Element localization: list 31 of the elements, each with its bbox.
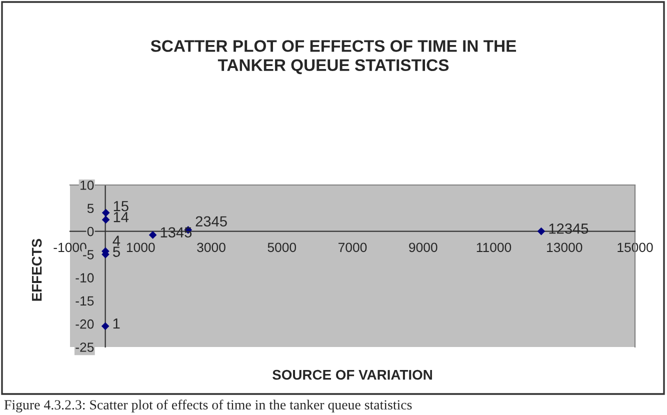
y-tick-label: -15	[76, 296, 94, 306]
annotation: 2345	[196, 216, 227, 227]
x-axis-title: SOURCE OF VARIATION	[272, 370, 432, 380]
y-tick-label: -20	[76, 319, 94, 329]
y-tick-label: 5	[87, 204, 94, 214]
caption: Figure 4.3.2.3: Scatter plot of effects of time in the tanker queue statistics	[4, 400, 412, 412]
y-tick-label: 10	[80, 180, 94, 190]
y-tick-label: -10	[76, 273, 94, 282]
y-axis-title: EFFECTS	[32, 238, 42, 301]
point	[537, 227, 546, 236]
x-tick-label: 11000	[476, 242, 512, 252]
annotation: 4	[112, 236, 120, 246]
x-tick-label: 15000	[618, 242, 653, 252]
x-tick-label: 13000	[547, 242, 582, 252]
x-tick-label: 9000	[409, 242, 438, 252]
annotation: 14	[114, 212, 129, 222]
x-tick-label: 3000	[197, 242, 226, 252]
point	[102, 216, 110, 224]
point	[102, 208, 110, 217]
x-tick-label: 5000	[268, 242, 296, 252]
x-tick-label: 7000	[338, 242, 367, 252]
y-tick-label: -25	[76, 342, 94, 352]
y-tick-label: -5	[83, 250, 94, 260]
x-tick-label: 1000	[126, 242, 155, 252]
point	[148, 231, 157, 239]
annotation: 1	[113, 318, 120, 329]
point	[101, 322, 110, 330]
y-tick-label: 0	[87, 226, 94, 236]
chart-title: SCATTER PLOT OF EFFECTS OF TIME IN THE TANKER QUEUE STATISTICS	[150, 40, 516, 74]
annotation: 15	[114, 201, 128, 212]
annotation: 5	[113, 246, 120, 257]
